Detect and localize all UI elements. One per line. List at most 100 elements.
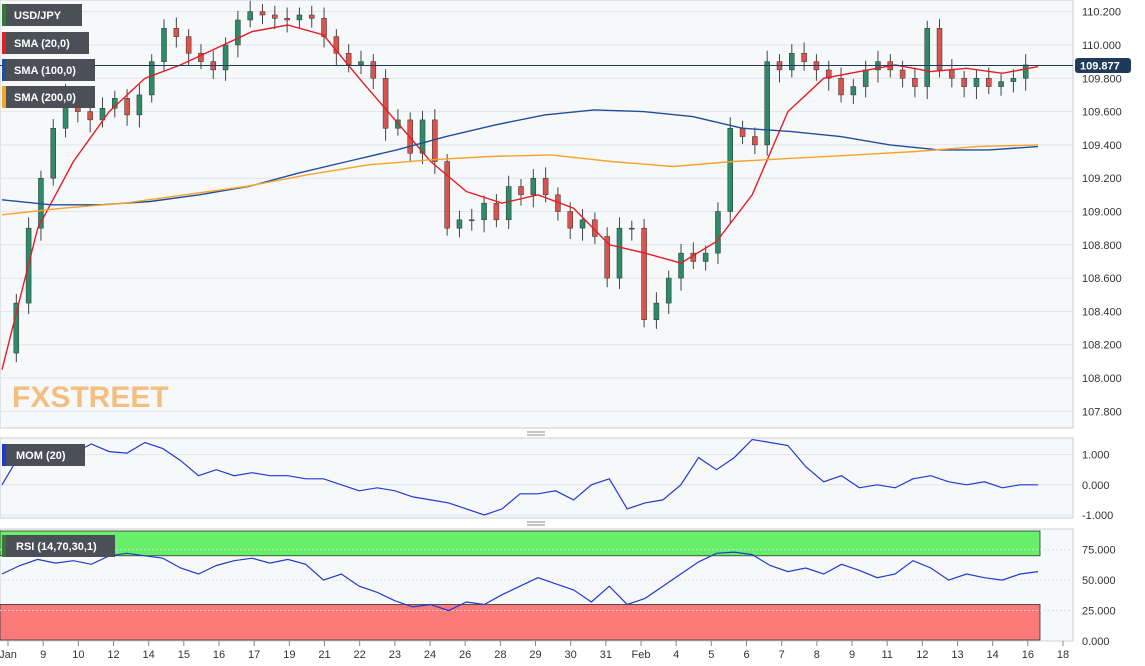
- price-tick-label: 109.400: [1082, 140, 1122, 152]
- rsi-oversold-zone: [0, 604, 1041, 641]
- candle-body: [838, 78, 844, 96]
- panel-splitter-top[interactable]: [527, 431, 545, 436]
- candle-body: [308, 14, 315, 19]
- candle-body: [235, 19, 241, 46]
- x-tick-label: 15: [178, 649, 190, 661]
- candle-body: [924, 28, 930, 87]
- candle-body: [899, 69, 906, 79]
- rsi-label: RSI (14,70,30,1): [16, 541, 97, 553]
- price-candles: [13, 0, 1029, 363]
- candle-body: [247, 11, 253, 21]
- rsi-line: [1, 551, 1039, 612]
- candle-body: [505, 186, 512, 221]
- x-tick-label: 16: [1022, 649, 1034, 661]
- candle-body: [616, 227, 623, 279]
- price-sma-lines: [1, 24, 1039, 370]
- x-tick-label: 21: [318, 649, 330, 661]
- candle-body: [469, 219, 475, 222]
- x-tick-label: 10: [72, 649, 84, 661]
- price-panel: [0, 0, 1074, 429]
- x-tick-label: 26: [459, 649, 471, 661]
- x-tick-label: 12: [916, 649, 928, 661]
- candle-body: [198, 53, 204, 62]
- x-tick-label: 9: [849, 649, 855, 661]
- candle-body: [456, 219, 463, 229]
- candle-body: [173, 28, 180, 37]
- rsi-tick-label: 50.000: [1082, 575, 1116, 587]
- x-tick-label: Feb: [632, 649, 651, 661]
- sma-line: [1, 109, 1039, 206]
- momentum-panel: [0, 437, 1074, 519]
- candle-body: [1022, 64, 1029, 79]
- candle-body: [493, 202, 500, 221]
- candle-body: [752, 136, 758, 146]
- price-tick-label: 108.200: [1082, 340, 1122, 352]
- momentum-axis: 1.000 0.000 -1.000: [1082, 450, 1113, 522]
- momentum-label: MOM (20): [16, 450, 66, 462]
- candle-body: [961, 78, 967, 87]
- momentum-tick-label: -1.000: [1082, 510, 1113, 522]
- candle-body: [148, 61, 155, 96]
- candle-body: [358, 61, 364, 66]
- x-tick-label: 30: [565, 649, 577, 661]
- sma200-label: SMA (200,0): [14, 92, 76, 104]
- x-tick-label: 12: [107, 649, 119, 661]
- x-tick-label: 4: [673, 649, 679, 661]
- candle-body: [739, 127, 746, 137]
- sma100-label: SMA (100,0): [14, 65, 76, 77]
- candle-body: [789, 53, 795, 71]
- candle-body: [136, 94, 143, 116]
- candle-body: [296, 14, 303, 21]
- x-tick-label: 23: [389, 649, 401, 661]
- candle-body: [567, 211, 573, 229]
- candle-body: [542, 177, 549, 196]
- legend-rsi: RSI (14,70,30,1): [2, 535, 115, 557]
- candle-body: [530, 177, 537, 196]
- momentum-tick-label: 0.000: [1082, 480, 1110, 492]
- candle-body: [862, 69, 869, 87]
- candle-body: [419, 119, 426, 154]
- x-tick-label: 11: [881, 649, 892, 661]
- legend-sma200: SMA (200,0): [2, 86, 95, 108]
- x-tick-label: 28: [494, 649, 506, 661]
- momentum-tick-label: 1.000: [1082, 450, 1110, 462]
- price-tick-label: 108.000: [1082, 373, 1122, 385]
- x-tick-label: 17: [248, 649, 260, 661]
- x-tick-label: 7: [779, 649, 785, 661]
- candle-body: [1010, 78, 1017, 82]
- panel-splitter-bottom[interactable]: [527, 521, 545, 526]
- rsi-grid: [0, 549, 1073, 642]
- candle-body: [161, 28, 167, 62]
- x-tick-label: 8: [814, 649, 820, 661]
- legend-momentum: MOM (20): [2, 444, 85, 466]
- candle-body: [936, 28, 943, 71]
- candle-body: [641, 227, 647, 321]
- legend-sma20: SMA (20,0): [2, 32, 89, 54]
- x-tick-label: 16: [213, 649, 225, 661]
- x-tick-label: 9: [40, 649, 46, 661]
- price-tick-label: 110.000: [1082, 40, 1121, 52]
- candle-body: [665, 277, 672, 304]
- candle-body: [321, 18, 327, 37]
- candle-body: [333, 36, 340, 54]
- rsi-overbought-zone: [0, 530, 1041, 557]
- candle-body: [284, 18, 290, 21]
- sma-line: [1, 24, 1039, 370]
- candle-body: [973, 78, 980, 87]
- candle-body: [13, 302, 20, 354]
- x-tick-label: 14: [143, 649, 155, 661]
- candle-body: [87, 111, 93, 121]
- x-tick-label: 6: [743, 649, 749, 661]
- x-tick-label: 19: [283, 649, 295, 661]
- candle-body: [370, 61, 377, 79]
- candle-body: [998, 81, 1004, 87]
- candle-body: [481, 202, 487, 221]
- candle-body: [727, 127, 734, 212]
- rsi-axis: 75.000 50.000 25.000 0.000: [1082, 545, 1116, 648]
- candle-body: [850, 86, 857, 96]
- candle-body: [604, 236, 610, 279]
- candle-body: [653, 302, 660, 321]
- x-tick-label: 14: [987, 649, 999, 661]
- rsi-tick-label: 75.000: [1082, 545, 1116, 557]
